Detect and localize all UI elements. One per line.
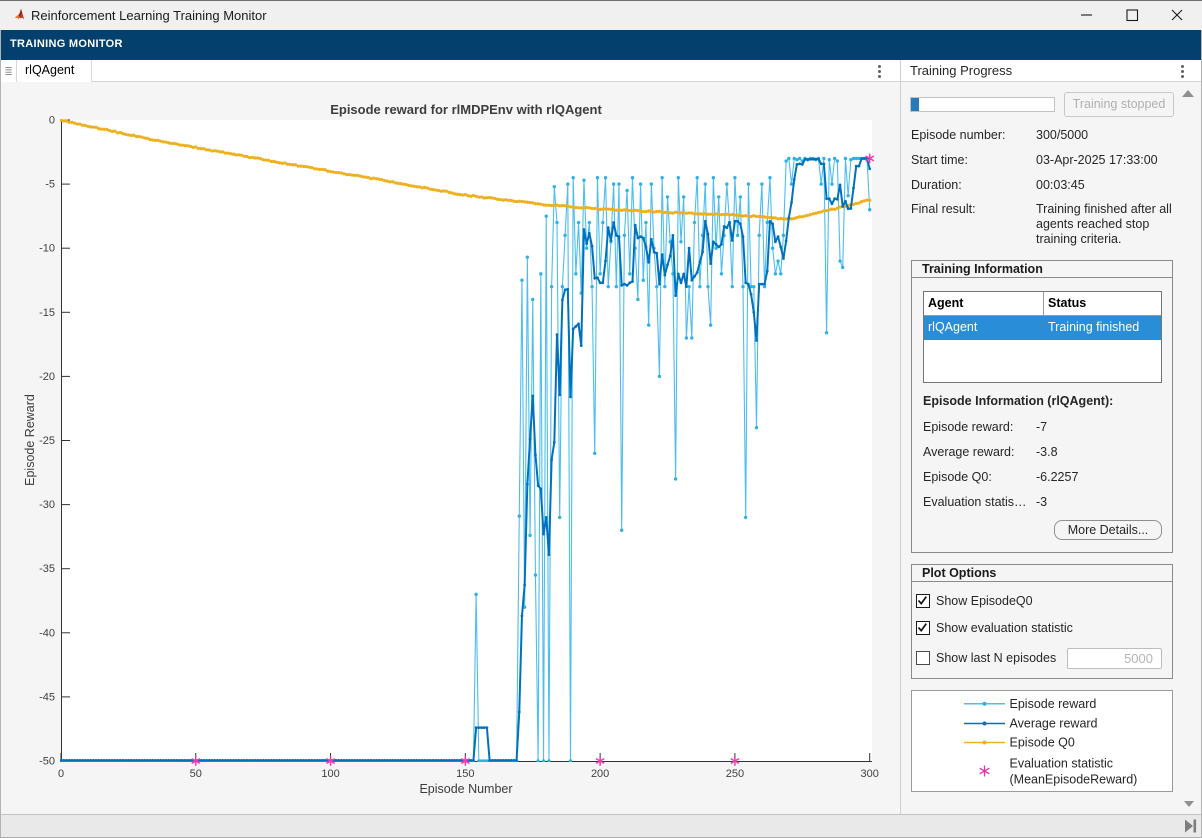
svg-text:300: 300 [861,768,879,780]
svg-text:-25: -25 [39,435,55,447]
svg-text:0: 0 [58,768,64,780]
svg-text:Episode reward for rlMDPEnv wi: Episode reward for rlMDPEnv with rlQAgen… [330,102,602,117]
svg-text:(MeanEpisodeReward): (MeanEpisodeReward) [1010,773,1138,787]
svg-text:-30: -30 [39,499,55,511]
svg-text:-15: -15 [39,307,55,319]
svg-text:50: 50 [190,768,202,780]
svg-text:Episode reward: Episode reward [1010,697,1097,711]
svg-text:Evaluation statistic: Evaluation statistic [1010,757,1114,771]
svg-text:-35: -35 [39,563,55,575]
svg-text:-20: -20 [39,371,55,383]
svg-text:100: 100 [321,768,339,780]
svg-text:Episode Reward: Episode Reward [23,394,37,486]
svg-text:150: 150 [456,768,474,780]
svg-text:Episode Q0: Episode Q0 [1010,736,1075,750]
svg-text:-45: -45 [39,691,55,703]
svg-text:200: 200 [591,768,609,780]
svg-text:-10: -10 [39,243,55,255]
svg-text:-5: -5 [45,179,55,191]
svg-text:0: 0 [49,115,55,127]
svg-text:250: 250 [726,768,744,780]
svg-text:-40: -40 [39,627,55,639]
svg-text:Episode Number: Episode Number [419,782,512,796]
svg-text:-50: -50 [39,756,55,768]
svg-text:Average reward: Average reward [1010,717,1098,731]
